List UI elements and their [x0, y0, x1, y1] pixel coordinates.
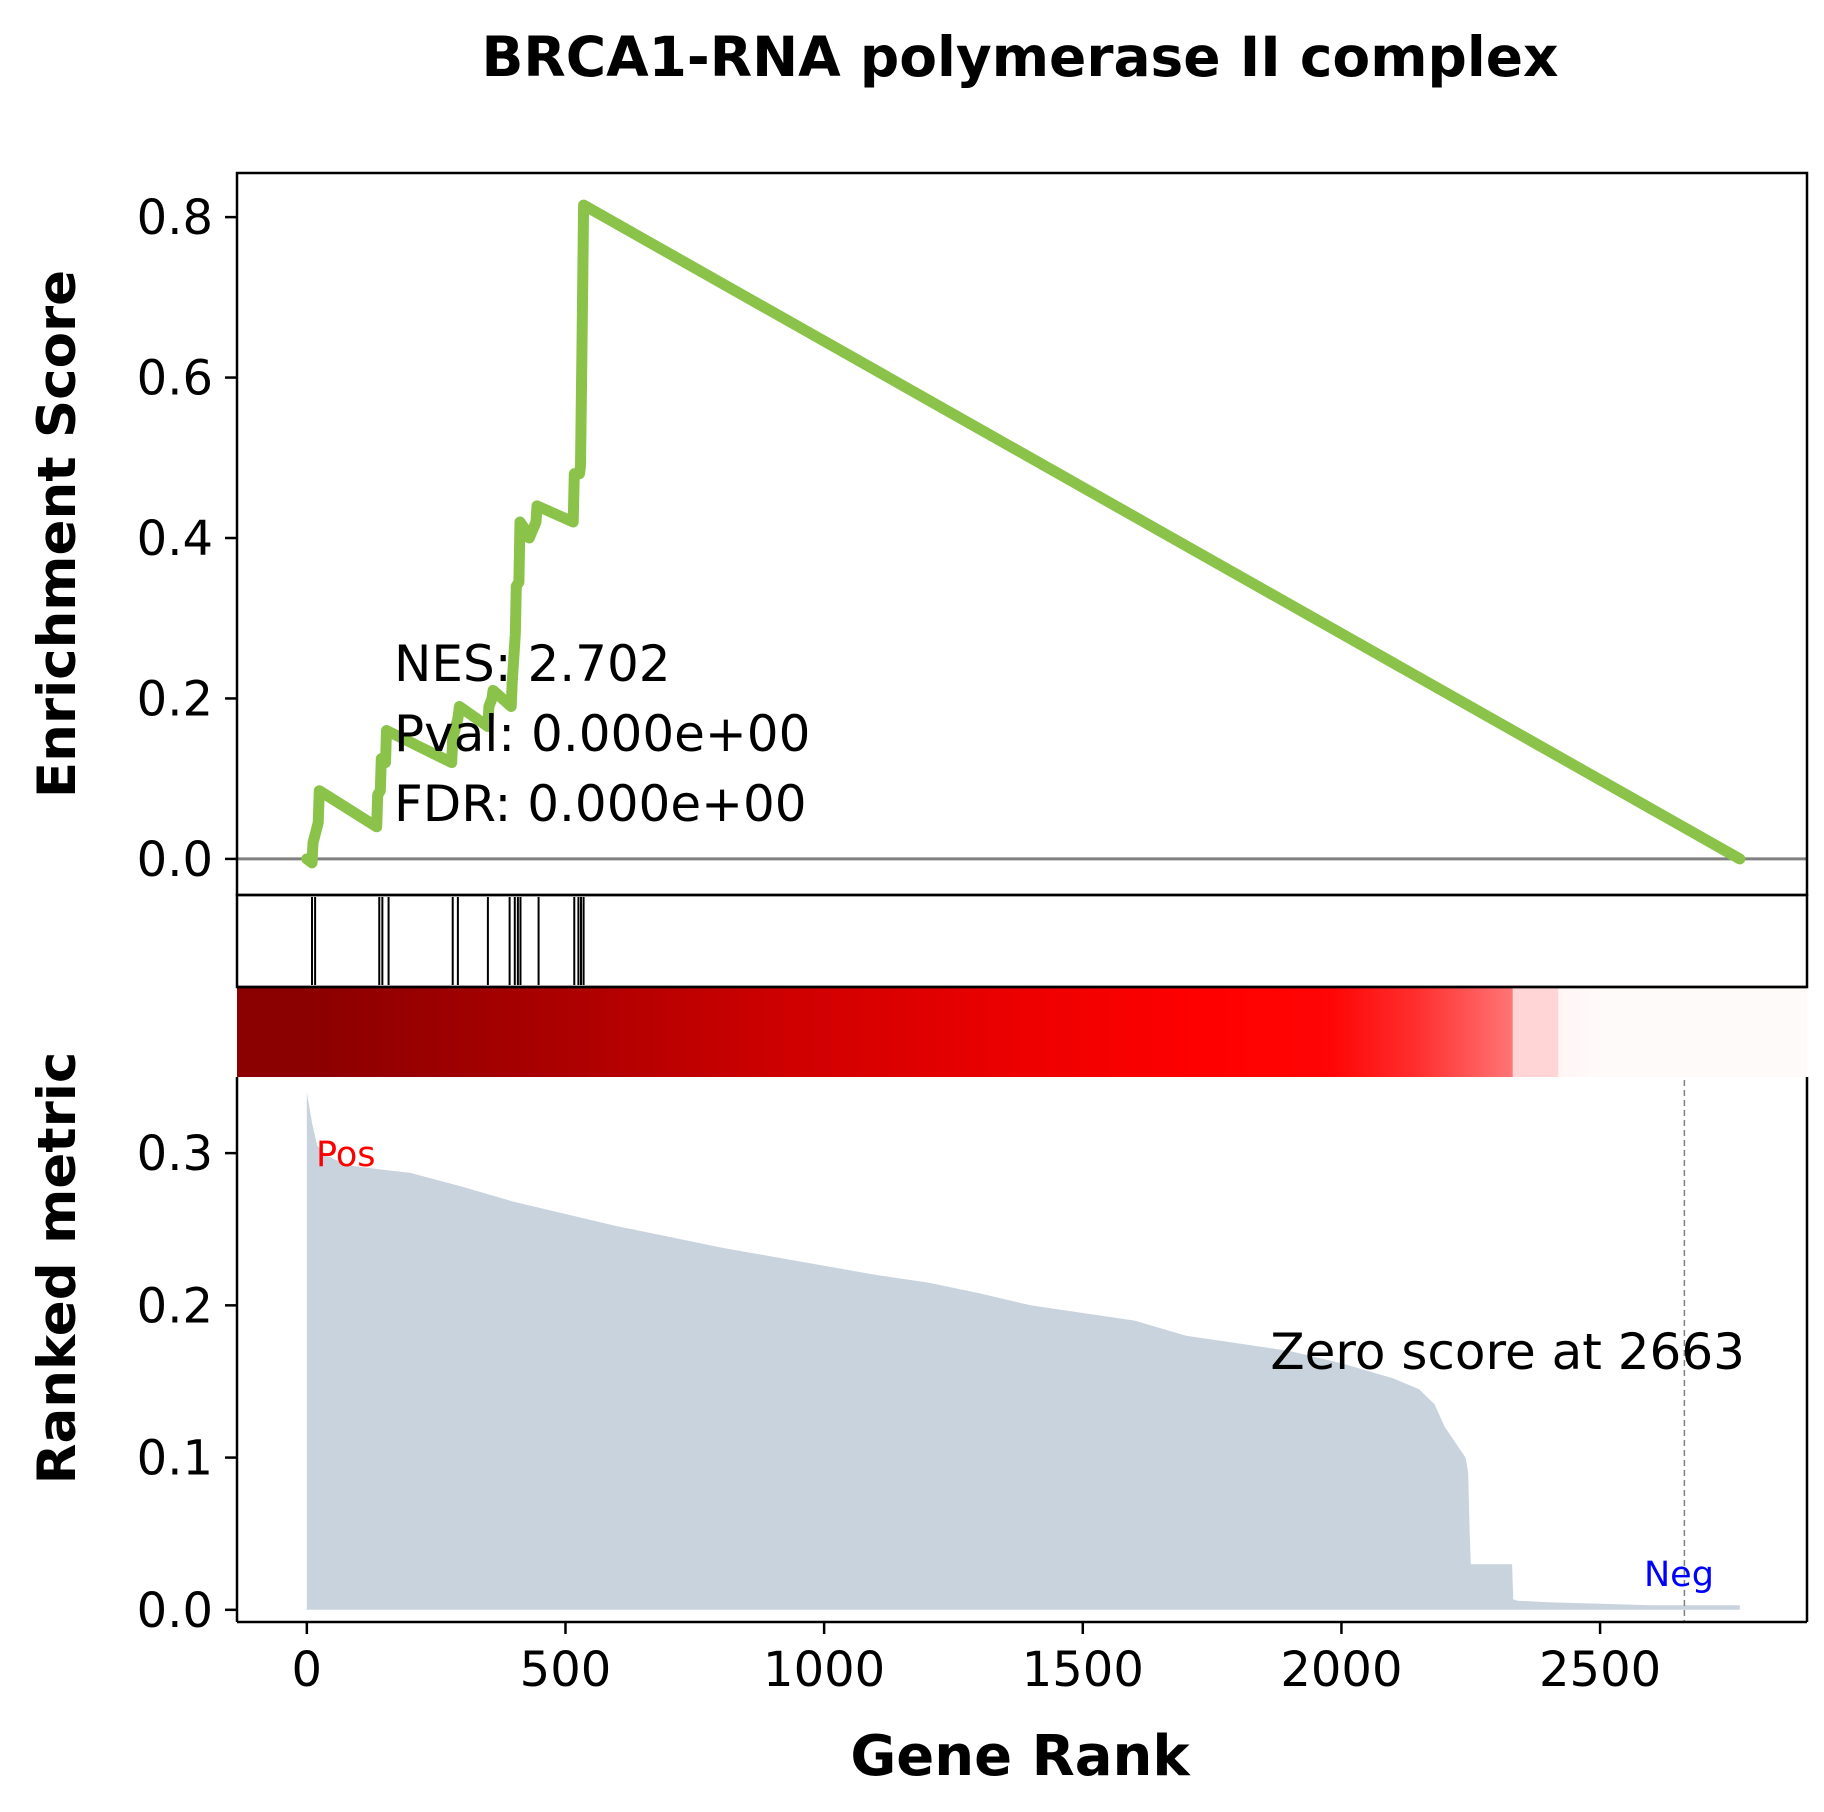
- heat-bar: [237, 987, 1807, 1077]
- fdr-stat: FDR: 0.000e+00: [394, 775, 807, 833]
- rm-y-tick-label: 0.3: [137, 1126, 213, 1182]
- gene-hit-marks: [311, 897, 585, 985]
- es-y-tick-label: 0.2: [137, 671, 213, 727]
- enrichment-y-label: Enrichment Score: [27, 270, 88, 798]
- x-axis-label: Gene Rank: [850, 1724, 1191, 1789]
- rm-y-tick-label: 0.1: [137, 1431, 213, 1487]
- es-y-tick-label: 0.4: [137, 511, 213, 567]
- x-tick-label: 500: [520, 1642, 612, 1698]
- pval-stat: Pval: 0.000e+00: [394, 705, 810, 763]
- nes-stat: NES: 2.702: [394, 635, 671, 693]
- rm-y-tick-label: 0.2: [137, 1278, 213, 1334]
- enrichment-score-line: [301, 199, 1746, 869]
- x-tick-label: 0: [292, 1642, 323, 1698]
- neg-label: Neg: [1644, 1555, 1714, 1595]
- ranked-metric-y-axis: 0.0 0.1 0.2 0.3: [137, 1126, 237, 1639]
- x-axis: 0 500 1000 1500 2000 2500: [292, 1622, 1661, 1698]
- enrichment-y-axis: 0.0 0.2 0.4 0.6 0.8: [137, 190, 237, 888]
- x-tick-label: 1000: [763, 1642, 885, 1698]
- x-tick-label: 1500: [1022, 1642, 1144, 1698]
- pos-label: Pos: [316, 1135, 376, 1175]
- es-y-tick-label: 0.8: [137, 190, 213, 246]
- es-y-tick-label: 0.6: [137, 351, 213, 407]
- rm-y-tick-label: 0.0: [137, 1583, 213, 1639]
- es-y-tick-label: 0.0: [137, 832, 213, 888]
- x-tick-label: 2500: [1539, 1642, 1661, 1698]
- ranked-metric-y-label: Ranked metric: [27, 1052, 88, 1485]
- ranked-metric-area: [306, 1092, 1740, 1610]
- chart-title: BRCA1-RNA polymerase II complex: [481, 25, 1558, 89]
- zero-score-label: Zero score at 2663: [1270, 1323, 1745, 1381]
- x-tick-label: 2000: [1280, 1642, 1402, 1698]
- hits-panel-frame: [235, 893, 1809, 989]
